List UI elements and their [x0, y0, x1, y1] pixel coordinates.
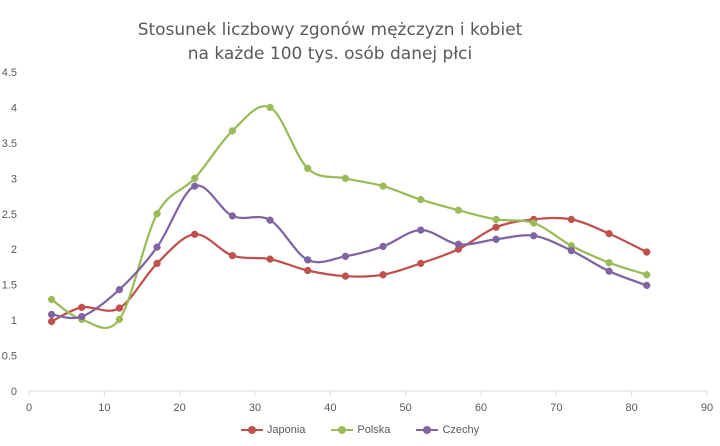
legend-swatch-polska — [331, 425, 354, 435]
data-point-japonia — [191, 230, 199, 238]
y-tick-label: 3 — [11, 173, 17, 185]
data-point-czechy — [266, 216, 274, 224]
legend-item-czechy: Czechy — [416, 424, 479, 436]
x-tick-label: 0 — [26, 402, 32, 414]
chart-title: Stosunek liczbowy zgonów mężczyzn i kobi… — [0, 18, 660, 66]
y-tick-label: 4 — [11, 102, 17, 114]
legend-swatch-czechy — [416, 425, 439, 435]
data-point-czechy — [191, 182, 199, 190]
legend-item-japonia: Japonia — [240, 424, 306, 436]
y-tick-label: 3.5 — [2, 138, 17, 150]
x-tick-label: 10 — [98, 402, 110, 414]
data-point-polska — [454, 206, 463, 214]
legend-label-polska: Polska — [357, 424, 391, 436]
y-tick-label: 1.5 — [2, 280, 17, 292]
data-point-japonia — [605, 229, 613, 238]
series-line-polska — [50, 105, 648, 330]
data-point-polska — [304, 164, 312, 173]
data-point-polska — [191, 174, 199, 182]
chart-title-line-1: Stosunek liczbowy zgonów mężczyzn i kobi… — [137, 20, 523, 40]
data-point-japonia — [47, 317, 56, 326]
data-point-czechy — [567, 246, 576, 255]
data-point-polska — [47, 295, 56, 304]
legend-label-czechy: Czechy — [442, 424, 480, 436]
data-point-polska — [643, 271, 651, 279]
legend-label-japonia: Japonia — [266, 424, 306, 436]
data-point-polska — [341, 174, 350, 182]
chart-legend: Japonia Polska Czechy — [0, 424, 720, 436]
x-tick-label: 40 — [324, 402, 336, 414]
data-point-czechy — [492, 235, 500, 243]
data-point-czechy — [643, 281, 651, 290]
data-point-polska — [228, 127, 237, 135]
data-point-polska — [266, 103, 274, 112]
series-line-japonia — [51, 216, 648, 323]
data-point-japonia — [228, 251, 237, 260]
data-point-polska — [492, 215, 500, 224]
data-point-japonia — [417, 259, 425, 268]
data-point-polska — [379, 182, 387, 190]
data-point-czechy — [47, 310, 56, 319]
data-point-japonia — [567, 215, 576, 224]
y-tick-label: 2 — [11, 244, 17, 256]
data-point-japonia — [266, 255, 274, 263]
data-point-czechy — [115, 285, 124, 294]
y-tick-label: 0.5 — [2, 351, 17, 363]
data-point-czechy — [454, 240, 463, 248]
series-line-czechy — [51, 184, 648, 320]
data-point-polska — [153, 210, 161, 218]
data-point-czechy — [78, 312, 86, 321]
x-tick-label: 80 — [626, 402, 638, 414]
data-point-polska — [417, 195, 425, 204]
data-point-czechy — [341, 252, 350, 260]
data-point-japonia — [115, 304, 124, 312]
data-point-czechy — [530, 232, 538, 240]
x-tick-label: 90 — [701, 402, 713, 414]
data-point-czechy — [379, 242, 387, 251]
chart-title-line-2: na każde 100 tys. osób danej płci — [187, 44, 473, 64]
data-point-japonia — [379, 271, 387, 279]
x-tick-label: 70 — [550, 402, 562, 414]
legend-swatch-japonia — [240, 425, 263, 435]
y-tick-label: 1 — [11, 315, 17, 327]
x-tick-label: 60 — [475, 402, 487, 414]
data-point-japonia — [492, 223, 500, 231]
y-tick-label: 2.5 — [2, 209, 17, 221]
data-point-czechy — [417, 226, 425, 234]
data-point-czechy — [304, 256, 312, 264]
data-point-czechy — [153, 243, 161, 251]
data-point-czechy — [228, 212, 237, 220]
x-tick-label: 30 — [249, 402, 261, 414]
data-point-japonia — [78, 303, 86, 312]
y-tick-label: 4.5 — [2, 67, 17, 79]
x-tick-label: 50 — [400, 402, 412, 414]
x-tick-label: 20 — [174, 402, 186, 414]
y-tick-label: 0 — [11, 386, 17, 398]
legend-item-polska: Polska — [331, 424, 390, 436]
data-point-czechy — [605, 267, 613, 275]
data-point-polska — [605, 259, 613, 267]
data-point-japonia — [304, 266, 312, 275]
data-point-japonia — [153, 259, 161, 268]
data-point-polska — [115, 315, 124, 324]
data-point-japonia — [341, 272, 350, 280]
data-point-polska — [530, 219, 538, 227]
data-point-japonia — [643, 248, 651, 256]
